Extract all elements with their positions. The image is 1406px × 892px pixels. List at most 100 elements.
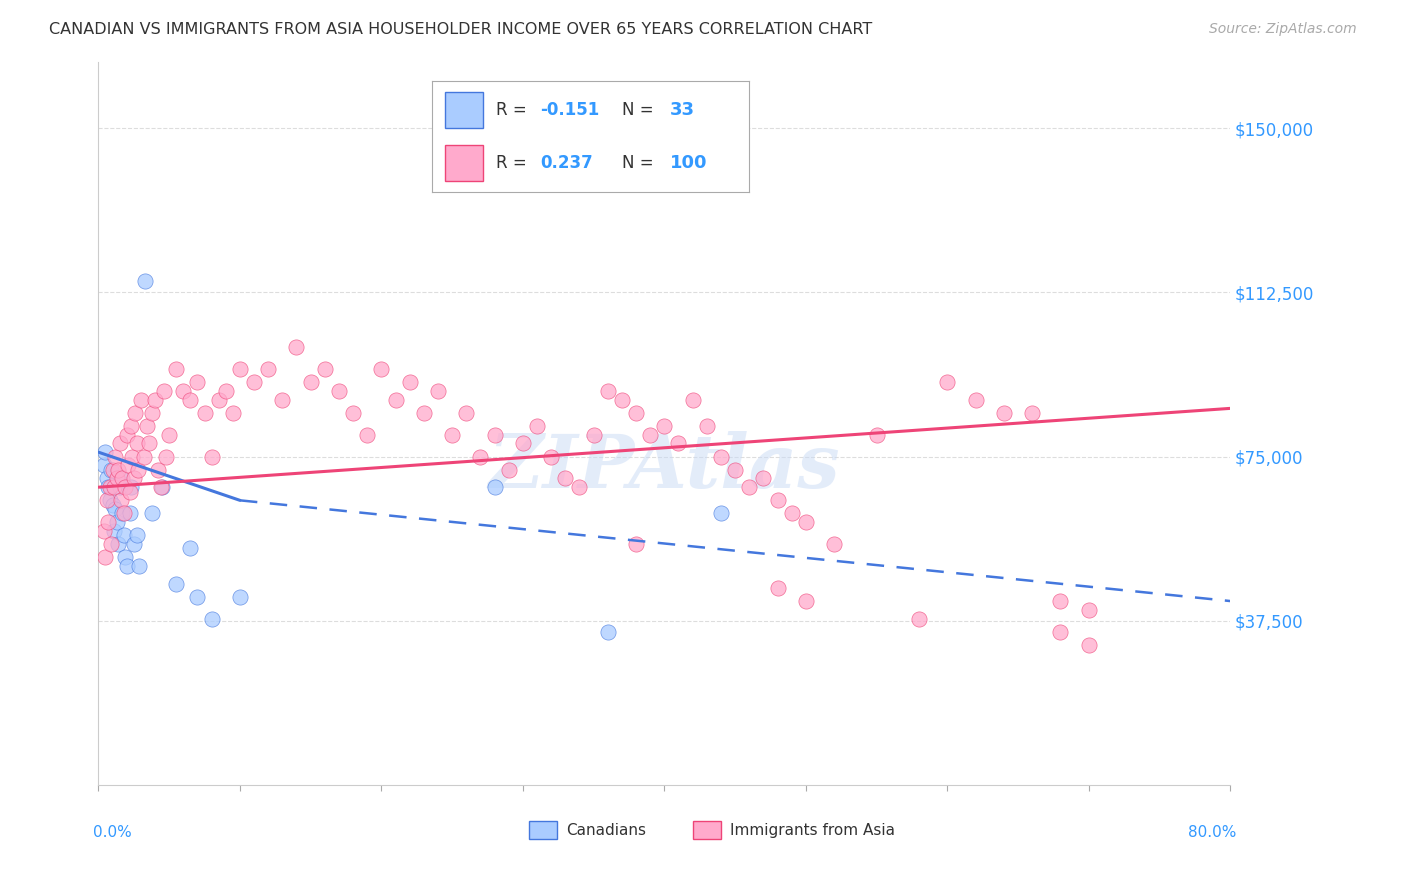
Point (155, 450, 177, 464)
Point (152, 384, 174, 398)
Point (696, 418, 718, 433)
Point (780, 507, 803, 521)
Point (865, 427, 887, 442)
Point (208, 392, 231, 407)
Point (908, 611, 931, 625)
Point (512, 436, 534, 450)
Point (328, 384, 350, 398)
Point (398, 375, 420, 389)
Point (108, 436, 131, 450)
Point (105, 471, 128, 485)
Point (484, 480, 506, 494)
Point (993, 406, 1015, 420)
Point (101, 498, 124, 512)
Point (201, 611, 224, 625)
Point (94, 445, 117, 459)
Point (823, 537, 845, 551)
Point (370, 362, 392, 376)
Point (794, 594, 817, 608)
Bar (693, 821, 721, 839)
Point (141, 507, 163, 521)
Point (110, 471, 132, 485)
Point (120, 418, 142, 433)
Point (582, 427, 605, 442)
Point (97, 480, 120, 494)
Point (738, 480, 761, 494)
Point (668, 436, 690, 450)
Point (93, 458, 115, 473)
Point (179, 392, 201, 407)
Point (285, 340, 308, 354)
Point (596, 384, 619, 398)
Point (342, 406, 364, 420)
Point (107, 537, 129, 551)
Point (165, 576, 187, 591)
Point (1077, 603, 1099, 617)
Point (111, 507, 134, 521)
Point (97, 515, 120, 529)
Point (129, 392, 152, 407)
Point (111, 471, 134, 485)
Point (179, 541, 201, 556)
Text: 80.0%: 80.0% (1188, 825, 1236, 839)
Point (610, 392, 633, 407)
Text: Source: ZipAtlas.com: Source: ZipAtlas.com (1209, 22, 1357, 37)
Point (794, 515, 817, 529)
Bar (529, 821, 557, 839)
Point (120, 480, 142, 494)
Point (103, 480, 125, 494)
Point (107, 463, 129, 477)
Point (470, 450, 492, 464)
Point (108, 480, 131, 494)
Point (652, 418, 676, 433)
Point (118, 507, 141, 521)
Point (135, 418, 157, 433)
Point (710, 450, 733, 464)
Point (132, 450, 155, 464)
Point (134, 274, 156, 288)
Point (117, 458, 139, 473)
Point (229, 590, 252, 604)
Point (766, 581, 789, 595)
Point (222, 406, 245, 420)
Point (124, 406, 146, 420)
Point (114, 480, 136, 494)
Point (201, 450, 224, 464)
Point (314, 362, 336, 376)
Point (114, 550, 136, 565)
Point (1021, 406, 1043, 420)
Point (98, 493, 121, 508)
Point (172, 384, 194, 398)
Point (1077, 638, 1099, 652)
Point (554, 471, 576, 485)
Point (112, 507, 135, 521)
Point (186, 590, 208, 604)
Point (229, 362, 252, 376)
Point (118, 484, 141, 499)
Point (138, 436, 160, 450)
Point (96, 471, 118, 485)
Point (112, 528, 135, 542)
Point (94, 550, 117, 565)
Text: CANADIAN VS IMMIGRANTS FROM ASIA HOUSEHOLDER INCOME OVER 65 YEARS CORRELATION CH: CANADIAN VS IMMIGRANTS FROM ASIA HOUSEHO… (49, 22, 873, 37)
Point (121, 450, 143, 464)
Point (484, 427, 506, 442)
Point (193, 406, 215, 420)
Point (1049, 594, 1071, 608)
Point (101, 463, 124, 477)
Point (299, 375, 322, 389)
Text: 0.0%: 0.0% (93, 825, 132, 839)
Point (965, 392, 987, 407)
Point (1049, 624, 1071, 639)
Point (456, 406, 478, 420)
Point (125, 528, 148, 542)
Point (427, 384, 450, 398)
Point (441, 427, 464, 442)
Point (103, 524, 125, 538)
Point (143, 392, 166, 407)
Point (110, 493, 132, 508)
Point (638, 427, 661, 442)
Point (115, 559, 138, 574)
Point (243, 375, 266, 389)
Point (682, 392, 704, 407)
